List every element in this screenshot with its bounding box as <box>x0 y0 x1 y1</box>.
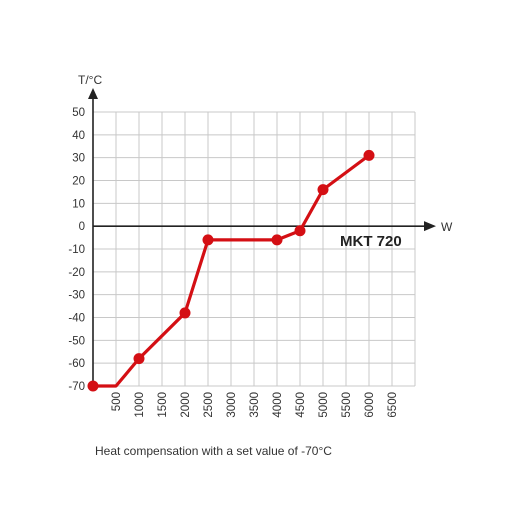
y-tick-label: -60 <box>68 358 85 370</box>
y-tick-label: 10 <box>72 198 85 210</box>
x-tick-label: 2500 <box>203 392 215 418</box>
data-point <box>133 353 145 365</box>
y-tick-label: -30 <box>68 290 85 302</box>
y-tick-label: -70 <box>68 381 85 393</box>
y-tick-labels: 50 40 30 20 10 0 -10 -20 -30 -40 -50 -60 -70 <box>68 107 85 393</box>
x-tick-label: 5500 <box>341 392 353 418</box>
axes <box>88 88 436 386</box>
x-tick-label: 1000 <box>134 392 146 418</box>
y-tick-label: -20 <box>68 267 85 279</box>
data-point <box>179 307 191 319</box>
data-point <box>363 149 375 161</box>
y-tick-label: 40 <box>72 130 85 142</box>
x-tick-label: 1500 <box>157 392 169 418</box>
x-tick-label: 500 <box>111 392 123 411</box>
series-annotation: MKT 720 <box>340 233 402 250</box>
x-tick-label: 2000 <box>180 392 192 418</box>
x-tick-label: 5000 <box>318 392 330 418</box>
x-tick-labels: 500 1000 1500 2000 2500 3000 3500 4000 4500 5000 5… <box>111 392 399 418</box>
y-tick-label: -10 <box>68 244 85 256</box>
y-tick-label: 50 <box>72 107 85 119</box>
y-tick-label: 30 <box>72 153 85 165</box>
data-point <box>294 225 306 237</box>
data-markers <box>87 149 375 392</box>
y-axis-label: T/°C <box>78 73 102 87</box>
y-tick-label: 20 <box>72 176 85 188</box>
y-tick-label: -50 <box>68 335 85 347</box>
chart-caption: Heat compensation with a set value of -7… <box>95 444 332 458</box>
data-point <box>87 380 99 392</box>
x-tick-label: 4500 <box>295 392 307 418</box>
x-tick-label: 6000 <box>364 392 376 418</box>
x-axis-label: W <box>441 220 453 234</box>
y-tick-label: -40 <box>68 313 85 325</box>
x-tick-label: 3000 <box>226 392 238 418</box>
x-tick-label: 6500 <box>387 392 399 418</box>
x-tick-label: 4000 <box>272 392 284 418</box>
data-point <box>271 234 283 246</box>
data-point <box>317 184 329 196</box>
y-tick-label: 0 <box>79 221 85 233</box>
y-axis-arrow-icon <box>88 88 98 99</box>
data-point <box>202 234 214 246</box>
x-axis-arrow-icon <box>424 221 436 232</box>
x-tick-label: 3500 <box>249 392 261 418</box>
